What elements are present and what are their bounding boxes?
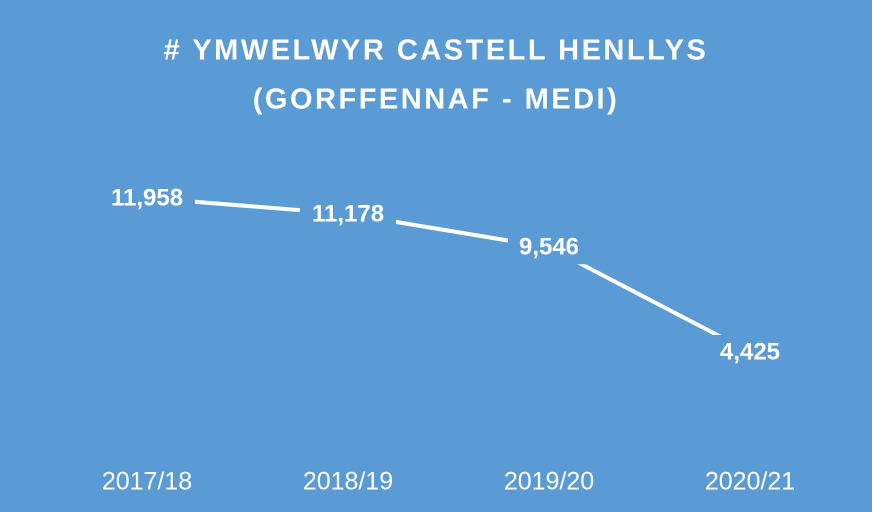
label-background [709, 335, 791, 369]
chart-title: # YMWELWYR CASTELL HENLLYS [164, 35, 709, 67]
data-label: 11,178 [312, 200, 384, 227]
label-background [99, 181, 195, 215]
data-label: 11,958 [111, 184, 183, 211]
x-tick-label: 2019/20 [504, 468, 594, 496]
line [146, 196, 751, 354]
x-tick-label: 2020/21 [705, 468, 795, 496]
data-label: 9,546 [519, 234, 579, 261]
label-background [508, 230, 590, 265]
chart-title: (GORFFENNAF - MEDI) [253, 84, 619, 116]
x-tick-label: 2017/18 [102, 468, 192, 496]
x-tick-label: 2018/19 [303, 468, 393, 496]
data-label: 4,425 [720, 338, 780, 365]
label-background [300, 196, 396, 231]
